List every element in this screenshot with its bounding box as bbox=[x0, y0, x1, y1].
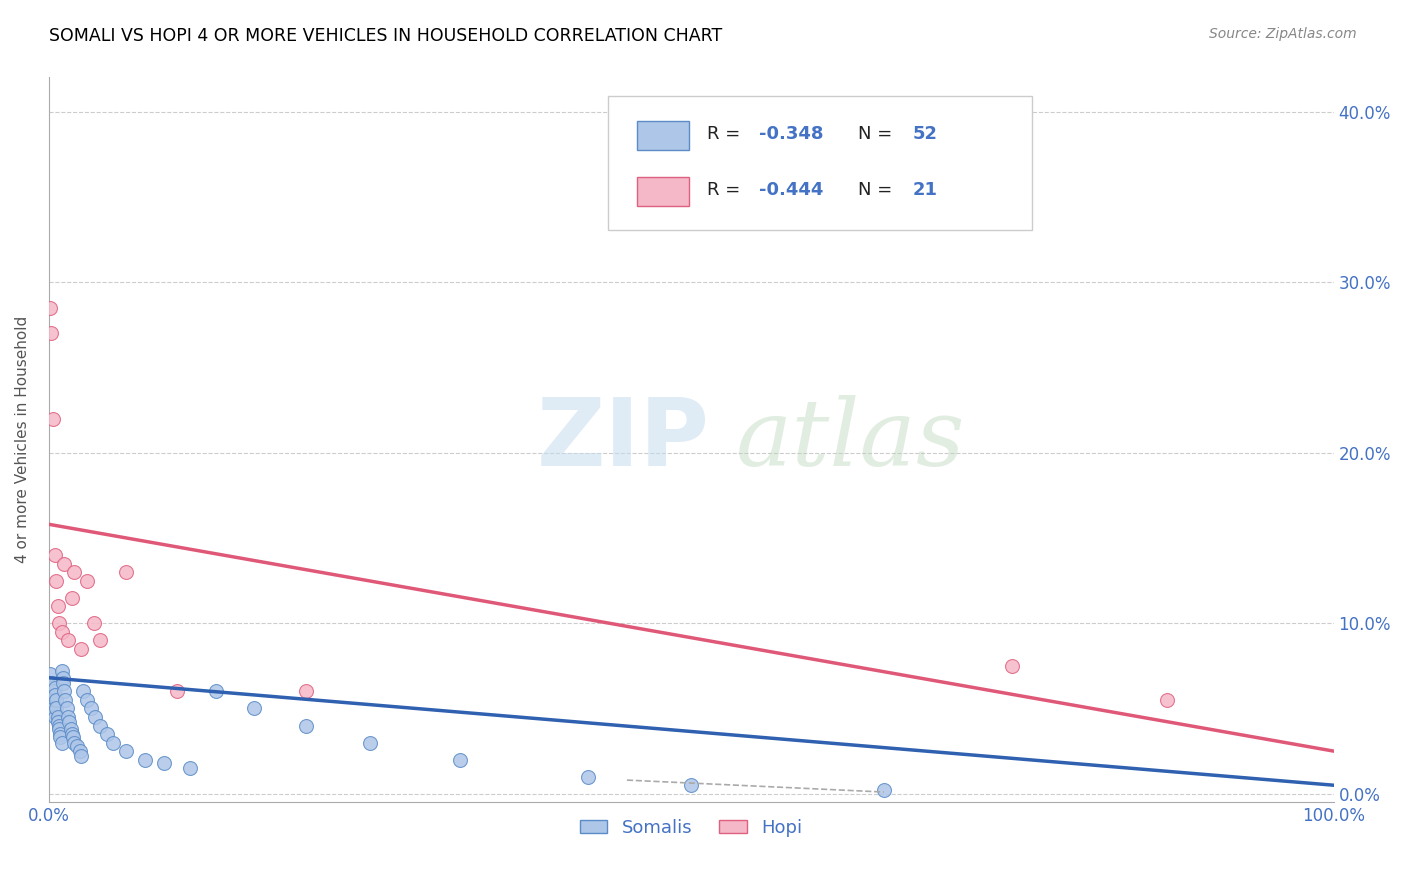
Point bbox=[51, 664, 73, 678]
Point bbox=[76, 574, 98, 588]
Point bbox=[84, 710, 107, 724]
Point bbox=[681, 778, 703, 792]
Point bbox=[45, 693, 67, 707]
Point bbox=[873, 783, 896, 797]
Point bbox=[44, 681, 66, 695]
Y-axis label: 4 or more Vehicles in Household: 4 or more Vehicles in Household bbox=[15, 317, 30, 564]
Point bbox=[115, 565, 138, 579]
Point bbox=[46, 710, 69, 724]
Point bbox=[76, 693, 98, 707]
Text: ZIP: ZIP bbox=[537, 394, 710, 486]
Point bbox=[51, 624, 73, 639]
Point bbox=[294, 718, 316, 732]
Point bbox=[179, 761, 201, 775]
Text: R =: R = bbox=[707, 125, 745, 143]
Point bbox=[89, 633, 111, 648]
Point bbox=[46, 599, 69, 614]
Point bbox=[52, 671, 75, 685]
Point bbox=[41, 676, 63, 690]
Point bbox=[42, 705, 65, 719]
Point bbox=[44, 688, 66, 702]
Legend: Somalis, Hopi: Somalis, Hopi bbox=[574, 812, 810, 844]
Point bbox=[51, 735, 73, 749]
Point bbox=[59, 722, 82, 736]
Text: -0.444: -0.444 bbox=[759, 181, 824, 199]
FancyBboxPatch shape bbox=[607, 95, 1032, 229]
Point bbox=[101, 735, 124, 749]
Point bbox=[72, 684, 94, 698]
Point bbox=[56, 710, 79, 724]
Point bbox=[49, 731, 72, 745]
Text: N =: N = bbox=[858, 181, 898, 199]
Point bbox=[359, 735, 381, 749]
Text: -0.348: -0.348 bbox=[759, 125, 824, 143]
Point bbox=[48, 616, 70, 631]
Point bbox=[1156, 693, 1178, 707]
Point bbox=[83, 616, 105, 631]
Point bbox=[48, 718, 70, 732]
Point bbox=[55, 701, 77, 715]
Point bbox=[45, 574, 67, 588]
Point bbox=[52, 676, 75, 690]
Point bbox=[58, 715, 80, 730]
Point bbox=[153, 756, 176, 770]
Point bbox=[243, 701, 266, 715]
Point bbox=[49, 727, 72, 741]
Point bbox=[166, 684, 188, 698]
Text: atlas: atlas bbox=[737, 395, 966, 485]
Point bbox=[89, 718, 111, 732]
Point bbox=[576, 770, 599, 784]
FancyBboxPatch shape bbox=[637, 177, 689, 206]
Point bbox=[41, 693, 63, 707]
Point bbox=[45, 701, 67, 715]
Text: 21: 21 bbox=[912, 181, 938, 199]
Point bbox=[115, 744, 138, 758]
Point bbox=[53, 684, 76, 698]
Point bbox=[60, 591, 83, 605]
Text: Source: ZipAtlas.com: Source: ZipAtlas.com bbox=[1209, 27, 1357, 41]
FancyBboxPatch shape bbox=[637, 121, 689, 150]
Point bbox=[56, 633, 79, 648]
Point bbox=[46, 715, 69, 730]
Point bbox=[53, 557, 76, 571]
Point bbox=[70, 749, 93, 764]
Point bbox=[60, 727, 83, 741]
Text: SOMALI VS HOPI 4 OR MORE VEHICLES IN HOUSEHOLD CORRELATION CHART: SOMALI VS HOPI 4 OR MORE VEHICLES IN HOU… bbox=[49, 27, 723, 45]
Point bbox=[1001, 658, 1024, 673]
Point bbox=[44, 710, 66, 724]
Point bbox=[294, 684, 316, 698]
Point bbox=[41, 411, 63, 425]
Point bbox=[55, 693, 77, 707]
Point bbox=[449, 753, 471, 767]
Point bbox=[39, 301, 62, 315]
Point bbox=[134, 753, 156, 767]
Text: 52: 52 bbox=[912, 125, 938, 143]
Point bbox=[96, 727, 118, 741]
Point bbox=[44, 548, 66, 562]
Point bbox=[62, 731, 84, 745]
Point bbox=[70, 641, 93, 656]
Point bbox=[48, 722, 70, 736]
Point bbox=[41, 326, 63, 341]
Point bbox=[63, 565, 86, 579]
Point bbox=[42, 701, 65, 715]
Point bbox=[204, 684, 226, 698]
Point bbox=[66, 739, 89, 753]
Text: N =: N = bbox=[858, 125, 898, 143]
Point bbox=[80, 701, 103, 715]
Point bbox=[63, 735, 86, 749]
Point bbox=[41, 684, 63, 698]
Text: R =: R = bbox=[707, 181, 745, 199]
Point bbox=[39, 667, 62, 681]
Point bbox=[69, 744, 91, 758]
